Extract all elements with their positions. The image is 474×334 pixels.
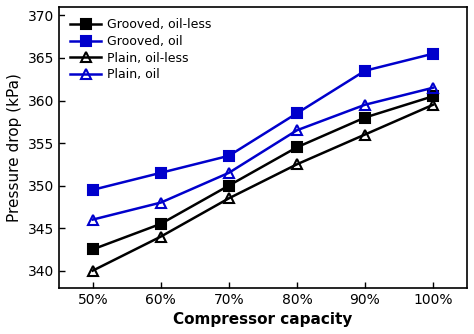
Line: Grooved, oil-less: Grooved, oil-less	[88, 92, 438, 254]
Grooved, oil	[362, 69, 368, 73]
Plain, oil-less	[226, 196, 232, 200]
Grooved, oil	[294, 111, 300, 115]
Plain, oil	[294, 128, 300, 132]
Grooved, oil-less	[158, 222, 164, 226]
Grooved, oil	[90, 188, 96, 192]
Line: Plain, oil: Plain, oil	[88, 83, 438, 224]
Plain, oil	[430, 86, 436, 90]
Grooved, oil	[430, 52, 436, 56]
Plain, oil-less	[430, 103, 436, 107]
Plain, oil	[90, 217, 96, 221]
X-axis label: Compressor capacity: Compressor capacity	[173, 312, 353, 327]
Grooved, oil-less	[226, 184, 232, 188]
Grooved, oil-less	[90, 247, 96, 252]
Grooved, oil	[158, 171, 164, 175]
Plain, oil-less	[158, 234, 164, 238]
Line: Plain, oil-less: Plain, oil-less	[88, 100, 438, 276]
Plain, oil-less	[362, 133, 368, 137]
Grooved, oil-less	[294, 145, 300, 149]
Grooved, oil	[226, 154, 232, 158]
Plain, oil-less	[294, 162, 300, 166]
Plain, oil	[158, 201, 164, 205]
Grooved, oil-less	[430, 94, 436, 98]
Grooved, oil-less	[362, 116, 368, 120]
Plain, oil	[226, 171, 232, 175]
Y-axis label: Pressure drop (kPa): Pressure drop (kPa)	[7, 73, 22, 222]
Line: Grooved, oil: Grooved, oil	[88, 49, 438, 195]
Legend: Grooved, oil-less, Grooved, oil, Plain, oil-less, Plain, oil: Grooved, oil-less, Grooved, oil, Plain, …	[65, 13, 217, 87]
Plain, oil-less	[90, 269, 96, 273]
Plain, oil	[362, 103, 368, 107]
